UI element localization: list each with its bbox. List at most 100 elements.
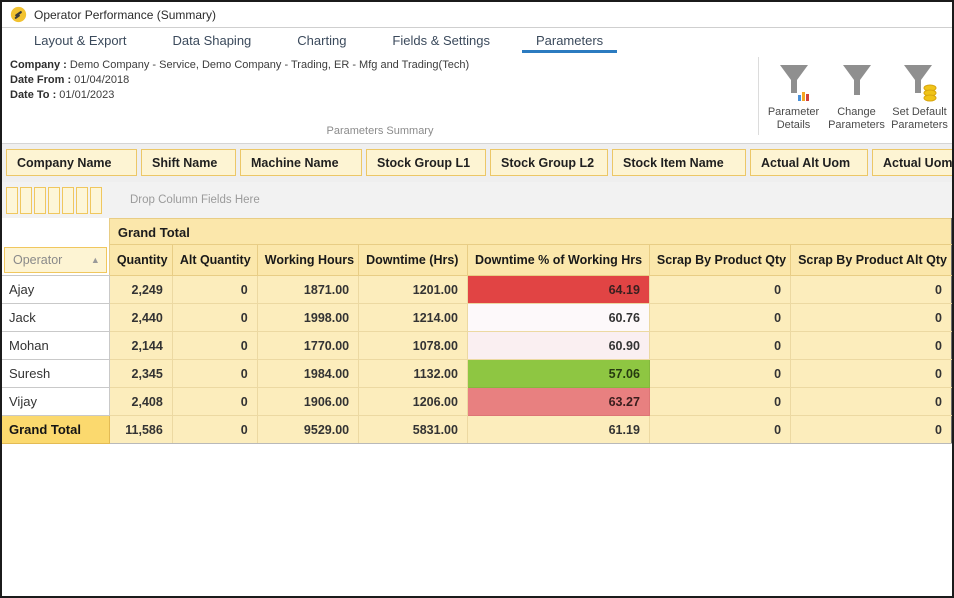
tab-parameters[interactable]: Parameters bbox=[521, 29, 618, 53]
parameter-details-label: Parameter Details bbox=[767, 106, 820, 131]
cell-downtime-pct[interactable]: 60.76 bbox=[466, 302, 650, 332]
grand-total-band[interactable]: Grand Total bbox=[108, 218, 952, 245]
parameters-summary-text: Company : Demo Company - Service, Demo C… bbox=[10, 58, 469, 103]
cell-downtime-pct[interactable]: 57.06 bbox=[466, 358, 650, 388]
cell-scrap-alt-qty-total[interactable]: 0 bbox=[790, 414, 952, 444]
cell-downtime-pct[interactable]: 60.90 bbox=[466, 330, 650, 360]
row-label[interactable]: Ajay bbox=[2, 274, 110, 304]
field-placeholder bbox=[6, 186, 18, 214]
sort-ascending-icon[interactable]: ▲ bbox=[90, 254, 100, 265]
column-band-row: Grand Total bbox=[2, 218, 952, 245]
cell-working-hours[interactable]: 1871.00 bbox=[256, 274, 360, 304]
filter-chip-actual-alt-uom[interactable]: Actual Alt Uom bbox=[750, 149, 868, 176]
grand-total-row-label[interactable]: Grand Total bbox=[2, 414, 110, 444]
cell-downtime-hrs[interactable]: 1206.00 bbox=[358, 386, 468, 416]
cell-scrap-alt-qty[interactable]: 0 bbox=[790, 358, 952, 388]
filter-chip-stock-group-l2[interactable]: Stock Group L2 bbox=[490, 149, 608, 176]
field-placeholder bbox=[34, 186, 46, 214]
table-row-ajay: Ajay 2,249 0 1871.00 1201.00 64.19 0 0 bbox=[2, 274, 952, 304]
column-header-scrap-alt-qty[interactable]: Scrap By Product Alt Qty bbox=[790, 244, 952, 276]
filter-chip-company-name[interactable]: Company Name bbox=[6, 149, 137, 176]
filter-chip-machine-name[interactable]: Machine Name bbox=[240, 149, 362, 176]
cell-alt-quantity[interactable]: 0 bbox=[171, 302, 258, 332]
table-row-suresh: Suresh 2,345 0 1984.00 1132.00 57.06 0 0 bbox=[2, 358, 952, 388]
field-placeholder bbox=[76, 186, 88, 214]
cell-working-hours[interactable]: 1906.00 bbox=[256, 386, 360, 416]
ribbon-button-group: Parameter Details Change Parameters bbox=[762, 55, 952, 132]
operator-field-label: Operator bbox=[13, 252, 63, 267]
cell-scrap-qty-total[interactable]: 0 bbox=[648, 414, 792, 444]
column-header-scrap-qty[interactable]: Scrap By Product Qty bbox=[648, 244, 792, 276]
cell-downtime-hrs[interactable]: 1078.00 bbox=[358, 330, 468, 360]
field-placeholder bbox=[90, 186, 102, 214]
cell-working-hours-total[interactable]: 9529.00 bbox=[256, 414, 360, 444]
cell-scrap-qty[interactable]: 0 bbox=[648, 274, 792, 304]
column-header-downtime-hrs[interactable]: Downtime (Hrs) bbox=[358, 244, 468, 276]
filter-chip-stock-group-l1[interactable]: Stock Group L1 bbox=[366, 149, 486, 176]
date-to-label: Date To : bbox=[10, 89, 57, 101]
tab-data-shaping[interactable]: Data Shaping bbox=[172, 33, 252, 48]
cell-working-hours[interactable]: 1984.00 bbox=[256, 358, 360, 388]
pivot-table: Grand Total Operator ▲ Quantity Alt Quan… bbox=[2, 218, 952, 444]
column-header-quantity[interactable]: Quantity bbox=[108, 244, 173, 276]
filter-chip-actual-uom[interactable]: Actual Uom bbox=[872, 149, 952, 176]
cell-alt-quantity-total[interactable]: 0 bbox=[171, 414, 258, 444]
row-field-placeholders bbox=[6, 186, 102, 214]
cell-scrap-qty[interactable]: 0 bbox=[648, 386, 792, 416]
cell-quantity-total[interactable]: 11,586 bbox=[108, 414, 173, 444]
set-default-parameters-button[interactable]: Set Default Parameters bbox=[888, 55, 951, 132]
grand-total-row: Grand Total 11,586 0 9529.00 5831.00 61.… bbox=[2, 414, 952, 444]
filter-chip-stock-item-name[interactable]: Stock Item Name bbox=[612, 149, 746, 176]
tab-charting[interactable]: Charting bbox=[297, 33, 347, 48]
company-line: Company : Demo Company - Service, Demo C… bbox=[10, 58, 469, 73]
tab-fields-settings[interactable]: Fields & Settings bbox=[392, 33, 490, 48]
cell-quantity[interactable]: 2,144 bbox=[108, 330, 173, 360]
window-title: Operator Performance (Summary) bbox=[34, 7, 217, 22]
cell-scrap-alt-qty[interactable]: 0 bbox=[790, 302, 952, 332]
cell-alt-quantity[interactable]: 0 bbox=[171, 330, 258, 360]
company-label: Company : bbox=[10, 59, 67, 71]
cell-downtime-hrs[interactable]: 1132.00 bbox=[358, 358, 468, 388]
column-header-downtime-pct[interactable]: Downtime % of Working Hrs bbox=[466, 244, 650, 276]
title-bar: Operator Performance (Summary) bbox=[2, 2, 952, 28]
cell-downtime-pct[interactable]: 63.27 bbox=[466, 386, 650, 416]
cell-alt-quantity[interactable]: 0 bbox=[171, 274, 258, 304]
column-header-working-hours[interactable]: Working Hours bbox=[256, 244, 360, 276]
cell-quantity[interactable]: 2,440 bbox=[108, 302, 173, 332]
parameter-details-button[interactable]: Parameter Details bbox=[762, 55, 825, 132]
date-from-label: Date From : bbox=[10, 74, 72, 86]
operator-field-header[interactable]: Operator ▲ bbox=[4, 246, 107, 273]
cell-downtime-hrs[interactable]: 1201.00 bbox=[358, 274, 468, 304]
field-placeholder bbox=[48, 186, 60, 214]
filter-chip-shift-name[interactable]: Shift Name bbox=[141, 149, 236, 176]
date-from-value: 01/04/2018 bbox=[71, 74, 130, 86]
cell-working-hours[interactable]: 1770.00 bbox=[256, 330, 360, 360]
column-drop-area[interactable]: Drop Column Fields Here bbox=[2, 182, 952, 218]
cell-scrap-alt-qty[interactable]: 0 bbox=[790, 386, 952, 416]
field-placeholder bbox=[62, 186, 74, 214]
cell-downtime-hrs[interactable]: 1214.00 bbox=[358, 302, 468, 332]
cell-quantity[interactable]: 2,249 bbox=[108, 274, 173, 304]
cell-downtime-pct-total[interactable]: 61.19 bbox=[466, 414, 650, 444]
cell-quantity[interactable]: 2,408 bbox=[108, 386, 173, 416]
change-parameters-button[interactable]: Change Parameters bbox=[825, 55, 888, 132]
cell-downtime-hrs-total[interactable]: 5831.00 bbox=[358, 414, 468, 444]
cell-scrap-alt-qty[interactable]: 0 bbox=[790, 330, 952, 360]
cell-quantity[interactable]: 2,345 bbox=[108, 358, 173, 388]
date-from-line: Date From : 01/04/2018 bbox=[10, 73, 469, 88]
cell-scrap-alt-qty[interactable]: 0 bbox=[790, 274, 952, 304]
cell-alt-quantity[interactable]: 0 bbox=[171, 358, 258, 388]
row-label[interactable]: Suresh bbox=[2, 358, 110, 388]
row-label[interactable]: Mohan bbox=[2, 330, 110, 360]
cell-downtime-pct-selected[interactable]: 64.19 bbox=[466, 274, 650, 304]
ribbon-group-parameters-summary: Company : Demo Company - Service, Demo C… bbox=[2, 53, 952, 144]
row-label[interactable]: Vijay bbox=[2, 386, 110, 416]
cell-scrap-qty[interactable]: 0 bbox=[648, 358, 792, 388]
tab-layout-export[interactable]: Layout & Export bbox=[34, 33, 127, 48]
cell-working-hours[interactable]: 1998.00 bbox=[256, 302, 360, 332]
column-header-alt-quantity[interactable]: Alt Quantity bbox=[171, 244, 258, 276]
cell-scrap-qty[interactable]: 0 bbox=[648, 302, 792, 332]
cell-scrap-qty[interactable]: 0 bbox=[648, 330, 792, 360]
row-label[interactable]: Jack bbox=[2, 302, 110, 332]
cell-alt-quantity[interactable]: 0 bbox=[171, 386, 258, 416]
